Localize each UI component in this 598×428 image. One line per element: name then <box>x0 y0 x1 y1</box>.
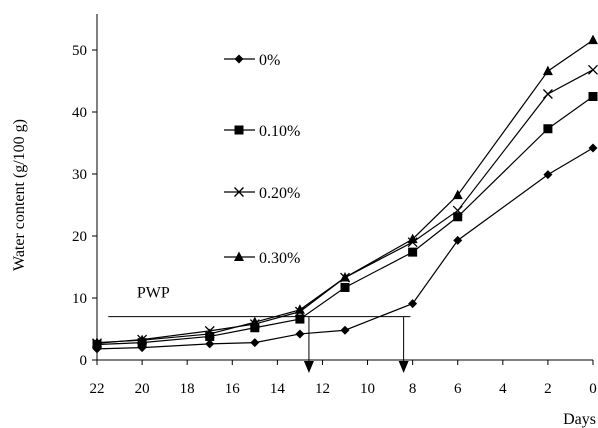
data-point <box>543 124 553 134</box>
data-point <box>249 316 260 327</box>
legend-label: 0.20% <box>259 185 300 202</box>
series-line <box>96 39 594 344</box>
legend-marker <box>234 125 244 135</box>
data-point <box>340 325 350 335</box>
legend-item: 0.20% <box>224 185 300 202</box>
y-tick-label: 40 <box>72 105 87 121</box>
pwp-annotation: PWP <box>108 285 411 373</box>
y-tick-label: 0 <box>80 353 88 369</box>
data-point <box>340 272 350 282</box>
data-point <box>294 304 305 314</box>
data-point <box>588 34 598 45</box>
series-group <box>92 34 598 354</box>
data-point <box>453 235 463 245</box>
data-point <box>452 205 463 216</box>
legend-item: 0.10% <box>224 123 300 140</box>
data-point <box>205 339 215 349</box>
data-point <box>250 323 260 333</box>
legend-item: 0% <box>224 52 280 69</box>
series-4 <box>92 34 598 347</box>
x-tick-label: 18 <box>180 381 195 397</box>
pwp-label: PWP <box>137 285 170 302</box>
x-tick-label: 10 <box>360 381 375 397</box>
data-point <box>137 334 148 345</box>
legend-marker <box>234 54 244 64</box>
series-3 <box>92 64 598 349</box>
data-point <box>407 233 418 244</box>
y-axis-title: Water content (g/100 g) <box>11 119 28 271</box>
y-tick-label: 20 <box>72 229 87 245</box>
x-tick-label: 20 <box>135 381 150 397</box>
data-point <box>92 337 102 347</box>
y-tick-label: 10 <box>72 291 87 307</box>
data-point <box>340 282 350 292</box>
x-tick-label: 0 <box>589 381 597 397</box>
data-point <box>588 143 598 153</box>
data-point <box>588 64 598 75</box>
data-point <box>408 247 418 257</box>
x-tick-label: 8 <box>409 381 417 397</box>
legend-marker <box>234 251 244 261</box>
series-line <box>96 69 594 344</box>
legend: 0% 0.10% 0.20% 0.30% <box>224 52 300 267</box>
pwp-arrow-head <box>303 361 314 373</box>
legend-label: 0.30% <box>259 250 300 267</box>
data-point <box>204 328 215 338</box>
x-tick-label: 2 <box>544 381 552 397</box>
x-tick-label: 22 <box>90 381 105 397</box>
x-tick-label: 6 <box>454 381 462 397</box>
data-point <box>543 170 553 180</box>
legend-item: 0.30% <box>224 250 300 267</box>
data-point <box>542 89 553 99</box>
data-point <box>542 65 553 76</box>
data-point <box>452 189 463 200</box>
x-tick-label: 16 <box>225 381 241 397</box>
legend-marker <box>234 187 244 197</box>
series-1 <box>92 143 598 354</box>
series-2 <box>92 92 598 349</box>
x-axis-title: Days <box>563 411 596 428</box>
x-tick-label: 12 <box>315 381 330 397</box>
data-point <box>588 92 598 101</box>
data-point <box>295 329 305 339</box>
data-point <box>453 212 463 222</box>
x-tick-label: 14 <box>270 381 286 397</box>
legend-label: 0% <box>259 52 280 69</box>
y-tick-label: 50 <box>72 43 87 59</box>
x-tick-label: 4 <box>499 381 507 397</box>
series-line <box>96 96 594 346</box>
data-point <box>408 299 418 309</box>
y-tick-label: 30 <box>72 167 87 183</box>
data-point <box>250 338 260 348</box>
series-line <box>96 147 594 350</box>
data-point <box>295 314 305 324</box>
pwp-arrow-head <box>398 361 409 373</box>
legend-label: 0.10% <box>259 123 300 140</box>
